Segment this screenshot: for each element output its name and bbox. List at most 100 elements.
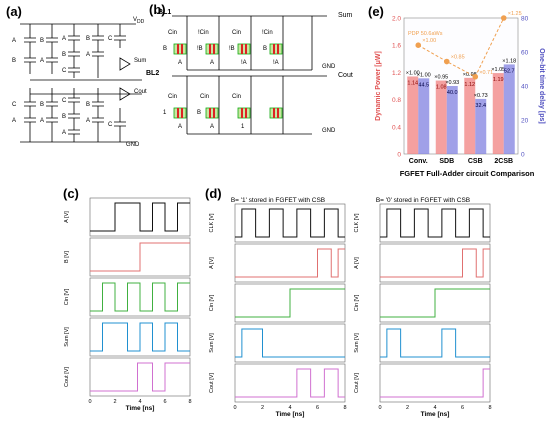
panel-d-label: (d) bbox=[205, 186, 222, 201]
chart-title: FGFET Full-Adder circuit Comparison bbox=[400, 169, 535, 178]
svg-text:B: B bbox=[40, 38, 44, 44]
x-tick: 0 bbox=[378, 405, 381, 411]
bottom-bottom-2: 1 bbox=[241, 124, 245, 130]
panel-a-schematic: A B B A A B C B A C C A B A C B A B A C bbox=[12, 23, 142, 143]
x-tick: 2 bbox=[113, 399, 116, 405]
panel-b-gnd-bottom: GND bbox=[322, 128, 336, 134]
waveform-trace bbox=[235, 328, 345, 358]
y-tick-left: 0 bbox=[397, 152, 401, 159]
data-label-delay: 52.7 bbox=[504, 68, 515, 74]
panel-a-cout-label: Cout bbox=[134, 89, 147, 95]
svg-text:C: C bbox=[62, 68, 67, 74]
x-axis-label: Time [ns] bbox=[126, 405, 155, 412]
ratio-label-delay: ×0.73 bbox=[474, 93, 488, 99]
waveform-trace bbox=[90, 202, 190, 232]
bottom-bottom-0: A bbox=[178, 124, 183, 130]
svg-text:B: B bbox=[86, 36, 90, 42]
svg-text:A: A bbox=[62, 130, 66, 136]
svg-text:C: C bbox=[108, 122, 113, 128]
y-tick-left: 2.0 bbox=[392, 16, 401, 23]
waveform-trace bbox=[235, 288, 345, 318]
bottom-gate-2: Cin bbox=[232, 94, 242, 100]
panel-b-gnd-top: GND bbox=[322, 64, 336, 70]
y-tick-right: 60 bbox=[521, 50, 529, 57]
pdp-ratio-label: ×1.25 bbox=[508, 11, 522, 17]
x-tick: 2 bbox=[261, 405, 264, 411]
x-tick: 6 bbox=[316, 405, 319, 411]
panel-a-gnd-label: GND bbox=[126, 142, 140, 148]
x-tick: 8 bbox=[188, 399, 191, 405]
svg-text:B: B bbox=[62, 114, 66, 120]
panel-d-title: B= '1' stored in FGFET with CSB bbox=[231, 197, 325, 204]
subplot-ylabel: Cout [V] bbox=[209, 373, 215, 393]
x-tick-label: SDB bbox=[439, 158, 454, 165]
panel-b-sum-label: Sum bbox=[338, 12, 353, 19]
svg-text:B: B bbox=[86, 102, 90, 108]
waveform-trace bbox=[90, 362, 190, 392]
bar-power bbox=[492, 73, 504, 154]
vdd-label: VDD bbox=[133, 17, 145, 26]
y-tick-right: 40 bbox=[521, 84, 529, 91]
top-side-1: !B bbox=[197, 46, 203, 52]
svg-text:C: C bbox=[12, 102, 17, 108]
data-label-power: 1.19 bbox=[493, 77, 504, 83]
svg-text:A: A bbox=[12, 118, 16, 124]
panel-b-cout-label: Cout bbox=[338, 72, 353, 79]
top-bottom-2: !A bbox=[241, 60, 247, 66]
waveforms-c: A [V] B [V] Cin [V] Sum [V] Cout [V] 0 2 4 6 8 Tim… bbox=[64, 197, 192, 412]
y-tick-left: 1.6 bbox=[392, 43, 401, 50]
y-tick-left: 1.2 bbox=[392, 70, 401, 77]
pdp-label: PDP 50.6aWs bbox=[408, 31, 443, 37]
subplot-ylabel: A [V] bbox=[64, 211, 70, 223]
bottom-gate-0: Cin bbox=[168, 94, 178, 100]
subplot-ylabel: Cin [V] bbox=[64, 288, 70, 305]
waveform-trace bbox=[90, 282, 190, 312]
x-tick: 4 bbox=[433, 405, 436, 411]
subplot-frame bbox=[234, 363, 346, 403]
waveform-trace bbox=[235, 368, 345, 398]
subplot-frame bbox=[379, 203, 491, 243]
chart-e: 0 0.4 0.8 1.2 1.6 2.0 0 20 40 60 80 Dynamic Power [… bbox=[375, 11, 545, 178]
panel-e-label: (e) bbox=[368, 4, 384, 19]
subplot-frame bbox=[234, 203, 346, 243]
x-axis-label: Time [ns] bbox=[276, 411, 305, 418]
subplot-frame bbox=[234, 323, 346, 363]
subplot-ylabel: A [V] bbox=[354, 257, 360, 269]
pdp-line bbox=[418, 17, 505, 78]
waveform-trace bbox=[380, 368, 490, 398]
bl2-label: BL2 bbox=[146, 70, 160, 77]
panel-d-title: B= '0' stored in FGFET with CSB bbox=[376, 197, 470, 204]
y-axis-label-right: One-bit time delay [ps] bbox=[538, 48, 545, 123]
bottom-bottom-1: A bbox=[210, 124, 215, 130]
x-tick: 4 bbox=[288, 405, 291, 411]
pdp-ratio-label: ×1.00 bbox=[422, 38, 436, 44]
top-bottom-1: A bbox=[210, 60, 215, 66]
svg-text:B: B bbox=[62, 52, 66, 58]
subplot-ylabel: Cout [V] bbox=[354, 373, 360, 393]
x-tick-label: CSB bbox=[468, 158, 483, 165]
ratio-label-delay: ×0.93 bbox=[445, 80, 459, 86]
waveform-trace bbox=[380, 328, 490, 358]
pdp-point bbox=[443, 58, 450, 65]
waveform-trace bbox=[90, 242, 190, 272]
data-label-power: 1.08 bbox=[436, 85, 447, 91]
bar-delay bbox=[475, 98, 487, 154]
waveform-trace bbox=[380, 208, 490, 238]
bar-delay bbox=[418, 78, 430, 154]
x-tick: 8 bbox=[488, 405, 491, 411]
subplot-ylabel: Cout [V] bbox=[64, 367, 70, 387]
x-tick: 0 bbox=[88, 399, 91, 405]
pdp-ratio-label: ×0.71 bbox=[479, 70, 493, 76]
y-tick-left: 0.4 bbox=[392, 124, 401, 131]
svg-text:B: B bbox=[40, 102, 44, 108]
waveform-trace bbox=[235, 208, 345, 238]
subplot-frame bbox=[379, 363, 491, 403]
x-tick: 4 bbox=[138, 399, 141, 405]
data-label-power: 1.14 bbox=[407, 80, 418, 86]
ratio-label-delay: ×1.18 bbox=[502, 58, 516, 64]
data-label-delay: 44.5 bbox=[418, 82, 429, 88]
top-gate-1: !Cin bbox=[198, 30, 209, 36]
panel-a-label: (a) bbox=[6, 4, 22, 19]
bar-delay bbox=[446, 86, 458, 154]
subplot-frame bbox=[379, 323, 491, 363]
